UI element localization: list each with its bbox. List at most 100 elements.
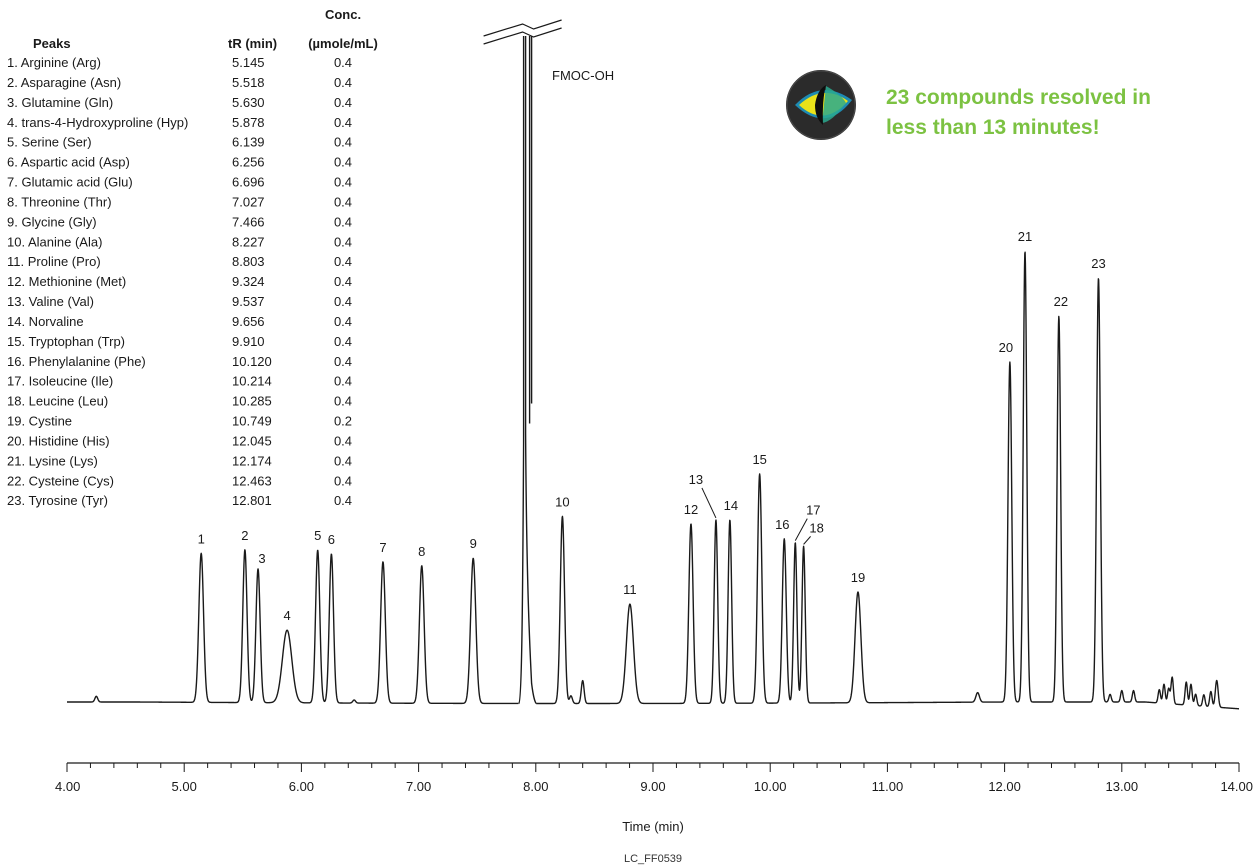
legend-row-label: 4. trans-4-Hydroxyproline (Hyp) [7, 115, 188, 130]
legend-header-tr: tR (min) [228, 36, 277, 51]
legend-row-label: 18. Leucine (Leu) [7, 394, 108, 409]
legend-row-tr: 9.324 [232, 274, 265, 289]
legend-row-label: 7. Glutamic acid (Glu) [7, 175, 133, 190]
legend-row-conc: 0.4 [334, 175, 352, 190]
peak-label: 17 [806, 503, 820, 518]
peak-label: 10 [555, 494, 569, 509]
x-tick-label: 7.00 [406, 779, 431, 794]
legend-row-label: 16. Phenylalanine (Phe) [7, 354, 146, 369]
legend-row-conc: 0.4 [334, 334, 352, 349]
legend-row-conc: 0.4 [334, 95, 352, 110]
peak-label: 15 [752, 452, 766, 467]
fmoc-oh-peak-trace [518, 36, 537, 705]
legend-row-conc: 0.4 [334, 115, 352, 130]
x-axis-label: Time (min) [622, 819, 684, 834]
legend-row-conc: 0.4 [334, 155, 352, 170]
legend-row-conc: 0.4 [334, 433, 352, 448]
legend-row-conc: 0.4 [334, 234, 352, 249]
peak-label: 12 [684, 502, 698, 517]
legend-row-conc: 0.4 [334, 75, 352, 90]
legend-row-conc: 0.4 [334, 135, 352, 150]
x-tick-label: 4.00 [55, 779, 80, 794]
callout-line-1: 23 compounds resolved in [886, 86, 1151, 109]
legend-row-label: 6. Aspartic acid (Asp) [7, 155, 130, 170]
legend-header-conc-line1: Conc. [325, 7, 361, 22]
legend-row-tr: 9.656 [232, 314, 265, 329]
legend-row-tr: 7.027 [232, 194, 265, 209]
peak-label: 16 [775, 517, 789, 532]
legend-row-tr: 5.878 [232, 115, 265, 130]
peak-label: 11 [623, 582, 637, 597]
x-axis: 4.00 5.00 6.00 7.00 8.00 9.00 10.00 11.00 12.00 1… [55, 762, 1253, 834]
peak-label: 14 [724, 498, 738, 513]
legend-row-label: 20. Histidine (His) [7, 433, 110, 448]
legend-row-tr: 5.630 [232, 95, 265, 110]
legend-row-conc: 0.2 [334, 414, 352, 429]
x-tick-label: 13.00 [1106, 779, 1139, 794]
legend-row-label: 2. Asparagine (Asn) [7, 75, 121, 90]
x-tick-label: 12.00 [988, 779, 1021, 794]
legend-row-tr: 12.045 [232, 433, 272, 448]
legend-row-conc: 0.4 [334, 254, 352, 269]
legend-row-conc: 0.4 [334, 394, 352, 409]
peak-label: 1 [198, 531, 205, 546]
figure-code: LC_FF0539 [624, 853, 682, 865]
legend-row-tr: 8.803 [232, 254, 265, 269]
legend-row-tr: 12.801 [232, 493, 272, 508]
legend-row-conc: 0.4 [334, 274, 352, 289]
peak-label: 22 [1054, 294, 1068, 309]
peak-label: 20 [999, 340, 1013, 355]
legend-row-label: 14. Norvaline [7, 314, 84, 329]
peak-label: 7 [379, 540, 386, 555]
axis-break-mark [483, 19, 562, 45]
legend-row-tr: 12.463 [232, 473, 272, 488]
legend-row-conc: 0.4 [334, 294, 352, 309]
legend-row-tr: 5.518 [232, 75, 265, 90]
fmoc-oh-peak: FMOC-OH [483, 19, 614, 705]
legend-row-label: 17. Isoleucine (Ile) [7, 374, 113, 389]
legend-row-conc: 0.4 [334, 55, 352, 70]
legend-row-conc: 0.4 [334, 473, 352, 488]
x-tick-label: 9.00 [640, 779, 665, 794]
legend-row-tr: 9.910 [232, 334, 265, 349]
legend-row-label: 1. Arginine (Arg) [7, 55, 101, 70]
legend-header-conc-line2: (µmole/mL) [308, 36, 378, 51]
peak-leader-line [794, 518, 808, 541]
legend-row-conc: 0.4 [334, 194, 352, 209]
peak-label: 19 [851, 570, 865, 585]
legend-row-label: 21. Lysine (Lys) [7, 453, 98, 468]
peak-label: 2 [241, 528, 248, 543]
legend-row-conc: 0.4 [334, 493, 352, 508]
peak-label: 21 [1018, 229, 1032, 244]
legend-row-conc: 0.4 [334, 314, 352, 329]
x-tick-label: 5.00 [172, 779, 197, 794]
peak-label: 18 [809, 520, 823, 535]
legend-row-conc: 0.4 [334, 214, 352, 229]
legend-row-label: 5. Serine (Ser) [7, 135, 92, 150]
peak-leader-line [803, 536, 811, 545]
chromatogram-trace-group [66, 251, 1240, 710]
legend-row-label: 8. Threonine (Thr) [7, 194, 112, 209]
chromatogram-trace [66, 251, 1240, 710]
legend-row-tr: 12.174 [232, 453, 272, 468]
legend-row-label: 10. Alanine (Ala) [7, 234, 102, 249]
legend-row-tr: 8.227 [232, 234, 265, 249]
legend-row-tr: 5.145 [232, 55, 265, 70]
x-tick-label: 6.00 [289, 779, 314, 794]
legend-row-tr: 6.696 [232, 175, 265, 190]
cat-eye-logo-icon [786, 70, 856, 140]
legend-row-label: 11. Proline (Pro) [7, 254, 101, 269]
x-axis-ticks: 4.00 5.00 6.00 7.00 8.00 9.00 10.00 11.00 12.00 1… [55, 763, 1253, 794]
legend-row-conc: 0.4 [334, 354, 352, 369]
fmoc-oh-label: FMOC-OH [552, 68, 614, 83]
legend-row-label: 22. Cysteine (Cys) [7, 473, 114, 488]
peak-label: 4 [283, 608, 290, 623]
peak-leader-line [701, 487, 717, 519]
legend-row-tr: 7.466 [232, 214, 265, 229]
legend-row-label: 19. Cystine [7, 414, 72, 429]
x-tick-label: 11.00 [872, 779, 904, 794]
legend-row-label: 12. Methionine (Met) [7, 274, 126, 289]
legend-row-label: 3. Glutamine (Gln) [7, 95, 113, 110]
